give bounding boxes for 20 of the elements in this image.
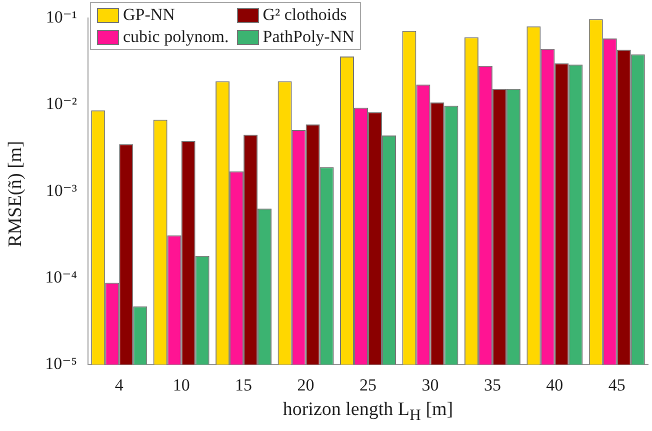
y-tick-label: 10⁻⁴ bbox=[45, 267, 78, 286]
y-tick-label: 10⁻² bbox=[46, 94, 77, 114]
x-tick-label: 35 bbox=[484, 375, 501, 394]
x-tick-label: 25 bbox=[360, 375, 376, 394]
x-tick-label: 15 bbox=[235, 375, 252, 394]
legend-label: GP-NN bbox=[123, 4, 175, 26]
x-tick-label: 40 bbox=[546, 375, 564, 394]
x-tick-label: 30 bbox=[422, 375, 439, 394]
legend-label: cubic polynom. bbox=[123, 26, 229, 48]
x-axis-title: horizon length L$_{H}$ [m] bbox=[282, 399, 454, 425]
y-tick-label: 10⁻¹ bbox=[46, 7, 77, 26]
x-tick-label: 10 bbox=[172, 375, 190, 394]
y-tick-label: 10⁻⁵ bbox=[45, 354, 78, 374]
y-tick-label: 10⁻³ bbox=[46, 180, 77, 200]
x-tick-label: 4 bbox=[114, 375, 124, 394]
y-axis-title: RMSE(ñ) [m] bbox=[5, 140, 27, 247]
legend-label: G² clothoids bbox=[262, 4, 347, 26]
legend-label: PathPoly-NN bbox=[262, 26, 354, 48]
x-tick-label: 45 bbox=[608, 375, 626, 394]
x-tick-label: 20 bbox=[297, 375, 314, 394]
